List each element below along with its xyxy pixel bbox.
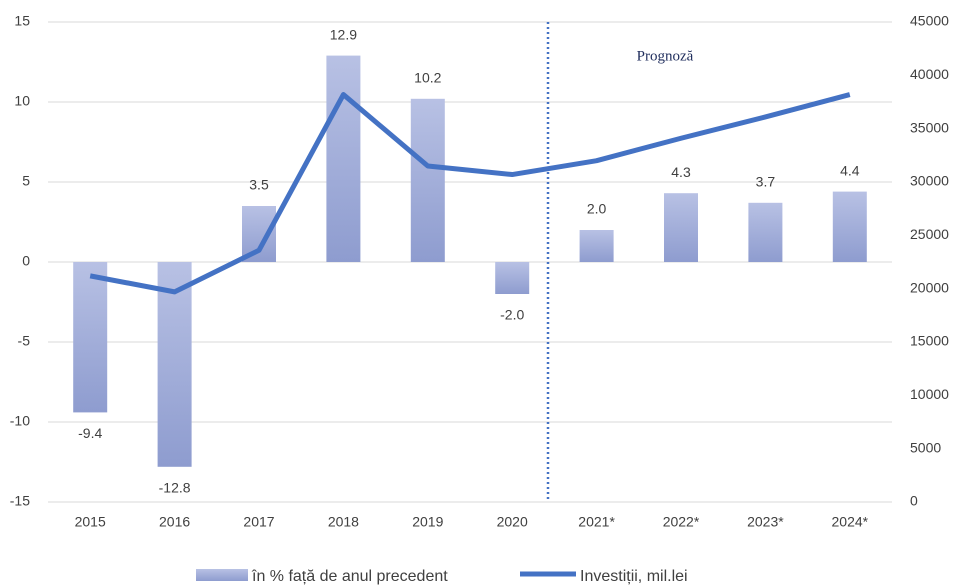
bar (410, 98, 445, 262)
y2-tick-label: 25000 (910, 226, 949, 242)
x-tick-label: 2018 (328, 514, 359, 530)
x-tick-label: 2022* (663, 514, 700, 530)
y2-tick-label: 10000 (910, 386, 949, 402)
bar (579, 230, 614, 262)
y-tick-label: -5 (18, 333, 31, 349)
legend-swatch (196, 569, 248, 581)
line-series (89, 92, 851, 295)
data-label: 2.0 (587, 201, 607, 217)
data-label: -12.8 (159, 480, 191, 496)
y2-tick-label: 5000 (910, 439, 941, 455)
bar (326, 55, 361, 262)
foreground: -15 -10 -5 0 5 10 15 0 5000 10000 15000 20000 25000 3… (10, 13, 949, 586)
y-tick-label: 5 (22, 173, 30, 189)
legend-label: în % față de anul precedent (251, 568, 448, 585)
y-tick-label: 10 (14, 93, 30, 109)
bar (664, 193, 698, 262)
annotation: Prognoză (637, 48, 694, 64)
y2-tick-label: 35000 (910, 119, 949, 135)
x-tick-label: 2016 (159, 514, 190, 530)
y-tick-label: 15 (14, 13, 30, 29)
data-label: -2.0 (500, 307, 524, 323)
x-tick-label: 2015 (75, 514, 106, 530)
data-label: 12.9 (330, 26, 357, 42)
x-tick-label: 2019 (412, 514, 443, 530)
bar (832, 191, 867, 262)
y-tick-label: 0 (22, 253, 30, 269)
y2-tick-label: 40000 (910, 66, 949, 82)
y-tick-label: -10 (10, 413, 30, 429)
data-label: 3.7 (756, 174, 776, 190)
bar (157, 262, 192, 467)
data-label: 10.2 (414, 70, 441, 86)
y2-tick-label: 0 (910, 493, 918, 509)
x-tick-label: 2021* (578, 514, 615, 530)
bar (73, 262, 108, 413)
legend-label: Investiții, mil.lei (580, 568, 688, 585)
bar (748, 202, 783, 262)
x-tick-label: 2024* (832, 514, 869, 530)
y-tick-label: -15 (10, 493, 30, 509)
x-tick-label: 2017 (243, 514, 274, 530)
data-label: 3.5 (249, 177, 269, 193)
data-label: 4.3 (671, 164, 691, 180)
x-tick-label: 2023* (747, 514, 784, 530)
y2-tick-label: 20000 (910, 279, 949, 295)
data-label: 4.4 (840, 162, 860, 178)
y2-tick-label: 30000 (910, 173, 949, 189)
y2-tick-label: 45000 (910, 13, 949, 29)
bars (73, 55, 867, 467)
y2-tick-label: 15000 (910, 333, 949, 349)
bar (495, 262, 530, 294)
data-label: -9.4 (78, 425, 102, 441)
x-tick-label: 2020 (497, 514, 528, 530)
